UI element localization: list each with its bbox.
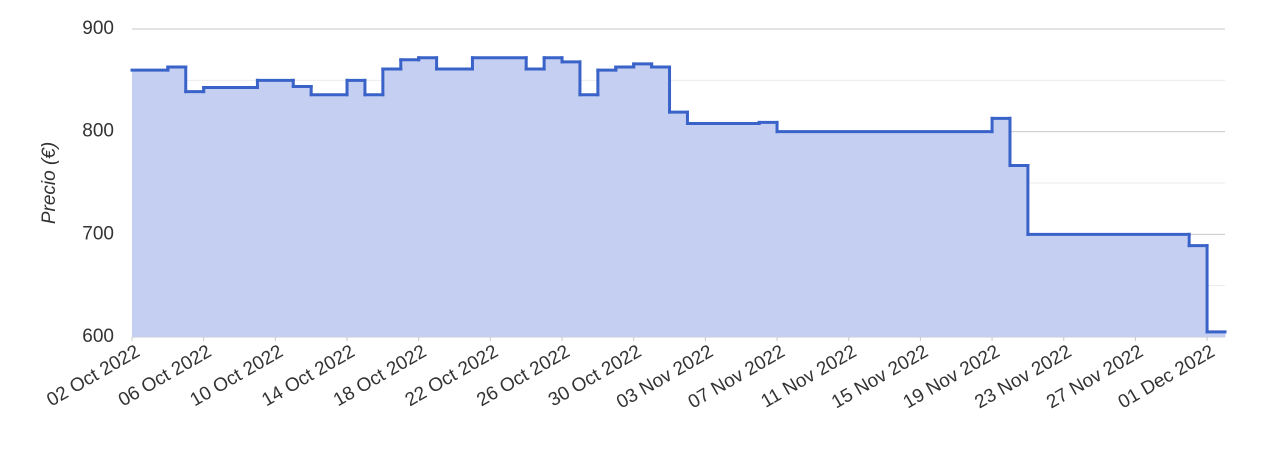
area-step	[436, 69, 473, 337]
area-step	[364, 94, 384, 337]
y-tick-label: 600	[82, 326, 114, 347]
area-step	[347, 80, 366, 337]
area-step	[1189, 245, 1208, 337]
area-step	[687, 123, 760, 337]
area-step	[777, 131, 993, 337]
y-axis-label: Precio (€)	[39, 142, 60, 224]
area-step	[597, 70, 617, 338]
area-step	[579, 94, 599, 337]
area-step	[526, 69, 545, 337]
area-step	[651, 66, 671, 337]
area-step	[1207, 331, 1226, 337]
area-step	[382, 69, 402, 337]
area-step	[472, 57, 527, 337]
area-step	[185, 91, 205, 337]
area-step	[257, 80, 294, 337]
area-step	[759, 122, 778, 337]
area-step	[615, 66, 635, 337]
area-step	[293, 86, 312, 337]
y-tick-label: 800	[82, 121, 114, 142]
area-step	[311, 94, 348, 337]
area-step	[400, 59, 420, 338]
area-step	[1009, 165, 1029, 337]
area-step	[544, 57, 563, 337]
area-step	[203, 87, 258, 338]
area-step	[167, 66, 187, 337]
area-step	[992, 118, 1011, 337]
y-tick-label: 700	[82, 223, 114, 244]
area-step	[418, 57, 438, 337]
area-step	[669, 112, 688, 337]
area-step	[1027, 234, 1190, 337]
area-step	[562, 61, 581, 337]
y-tick-label: 900	[82, 18, 114, 39]
area-step	[633, 63, 653, 337]
area-step	[132, 70, 169, 338]
